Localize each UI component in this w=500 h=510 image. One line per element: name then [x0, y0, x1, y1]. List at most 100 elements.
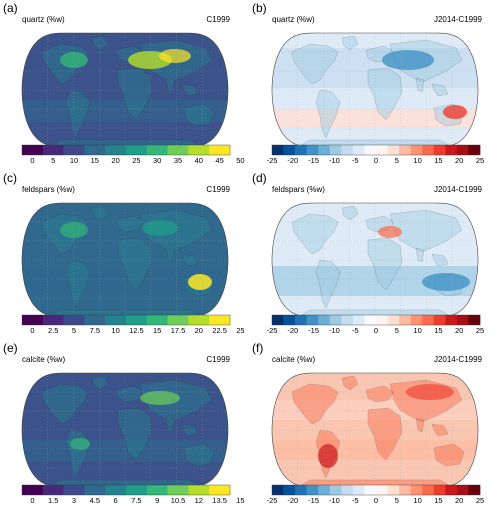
continent-africa [367, 407, 403, 461]
colorbar-swatch [364, 485, 377, 495]
colorbar-swatch [456, 485, 469, 495]
panel-letter: (b) [252, 1, 267, 15]
colorbar-swatch [387, 315, 400, 325]
colorbar-tick-label: 0 [374, 156, 378, 165]
continent-seasia [181, 253, 199, 267]
dataset-label: C1999 [206, 355, 230, 364]
colorbar-tick-label: 7.5 [90, 326, 100, 335]
colorbar-tick-label: -15 [308, 156, 319, 165]
continent-seasia [181, 423, 199, 437]
continent-namerica [291, 43, 339, 85]
colorbar-swatch [376, 315, 388, 325]
colorbar-swatch [433, 145, 446, 155]
colorbar-tick-label: 0 [374, 496, 378, 505]
continent-india [415, 417, 425, 433]
continent-greenland [341, 205, 359, 221]
colorbar-tick-label: 25 [476, 496, 484, 505]
colorbar-e: 0 1.5 3 4.5 6 7.5 9 10.5 12 13.5 15 [21, 484, 245, 505]
colorbar-swatch [63, 485, 85, 495]
colorbar-tick-label: 22.5 [212, 326, 227, 335]
colorbar-tick-label: 25 [132, 156, 140, 165]
colorbar-swatch [42, 485, 64, 495]
continent-greenland [341, 375, 359, 391]
colorbar-tick-label: 20 [455, 156, 463, 165]
colorbar-tick-label: 10 [413, 156, 421, 165]
colorbar-swatch [376, 485, 388, 495]
colorbar-tick-label: -15 [308, 496, 319, 505]
colorbar-tick-label: -20 [287, 326, 298, 335]
colorbar-swatches [272, 145, 481, 155]
map-f [271, 372, 479, 488]
colorbar-swatch [387, 145, 400, 155]
colorbar-swatch [283, 315, 296, 325]
colorbar-tick-label: 15 [153, 326, 161, 335]
colorbar-swatch [126, 315, 148, 325]
continent-namerica [41, 383, 89, 425]
colorbar-tick-label: 35 [174, 156, 182, 165]
colorbar-swatch [329, 315, 342, 325]
colorbar-swatch [295, 485, 307, 495]
colorbar-tick-label: 6 [114, 496, 118, 505]
colorbar-swatch [318, 485, 331, 495]
colorbar-swatch [433, 315, 446, 325]
colorbar-swatch [410, 485, 423, 495]
colorbar-swatch [329, 145, 342, 155]
colorbar-tick-label: 0 [30, 326, 34, 335]
colorbar-swatch [126, 145, 148, 155]
colorbar-f: -25 -20 -15 -10 -5 0 5 10 15 20 25 [267, 484, 484, 505]
colorbar-swatch [188, 145, 210, 155]
dataset-label: J2014-C1999 [433, 185, 482, 194]
continent-india [415, 77, 425, 93]
colorbar-swatch [283, 145, 296, 155]
colorbar-swatch [468, 485, 481, 495]
variable-label: feldspars (%w) [272, 185, 325, 194]
continent-asia [389, 209, 463, 253]
colorbar-swatch [42, 315, 64, 325]
colorbar-tick-label: 5 [395, 156, 399, 165]
colorbar-tick-label: 30 [153, 156, 161, 165]
continent-india [165, 417, 175, 433]
colorbar-tick-label: 20 [111, 156, 119, 165]
dataset-label: C1999 [206, 185, 230, 194]
panel-f-calcite-diff: -25 -20 -15 -10 -5 0 5 10 15 20 25 (f) calcite (%w… [250, 340, 500, 510]
colorbar-swatch [422, 315, 435, 325]
colorbar-tick-label: 5 [72, 326, 76, 335]
colorbar-swatch [188, 485, 210, 495]
continent-india [415, 247, 425, 263]
continent-seasia [181, 83, 199, 97]
continent-seasia [431, 253, 449, 267]
colorbar-c: 0 2.5 5 7.5 10 12.5 15 17.5 20 22.5 25 [21, 314, 245, 335]
colorbar-tick-label: -25 [267, 156, 278, 165]
colorbar-swatch [126, 485, 148, 495]
colorbar-swatch [306, 145, 319, 155]
colorbar-tick-label: 0 [374, 326, 378, 335]
colorbar-swatch [306, 315, 319, 325]
colorbar-swatches [272, 315, 481, 325]
colorbar-swatch [306, 485, 319, 495]
continent-greenland [91, 375, 109, 391]
panel-letter: (a) [3, 1, 18, 15]
colorbar-swatch [272, 315, 284, 325]
colorbar-swatch [209, 315, 231, 325]
colorbar-swatch [341, 315, 354, 325]
continent-australia [433, 443, 465, 467]
colorbar-d: -25 -20 -15 -10 -5 0 5 10 15 20 25 [267, 314, 484, 335]
colorbar-swatch [105, 145, 127, 155]
colorbar-tick-label: 15 [434, 496, 442, 505]
variable-label: feldspars (%w) [22, 185, 75, 194]
continent-greenland [91, 35, 109, 51]
colorbar-tick-label: 0 [30, 496, 34, 505]
colorbar-swatch [84, 315, 106, 325]
colorbar-tick-label: 1.5 [48, 496, 58, 505]
colorbar-tick-label: 50 [236, 156, 244, 165]
colorbar-tick-label: -5 [352, 326, 359, 335]
colorbar-swatch [63, 315, 85, 325]
panel-letter: (d) [252, 171, 267, 185]
colorbar-swatch [188, 315, 210, 325]
colorbar-tick-label: -25 [267, 496, 278, 505]
colorbar-tick-label: 40 [195, 156, 203, 165]
colorbar-swatch [341, 485, 354, 495]
colorbar-tick-label: 10.5 [171, 496, 186, 505]
variable-label: quartz (%w) [22, 15, 65, 24]
colorbar-tick-label: 25 [476, 156, 484, 165]
